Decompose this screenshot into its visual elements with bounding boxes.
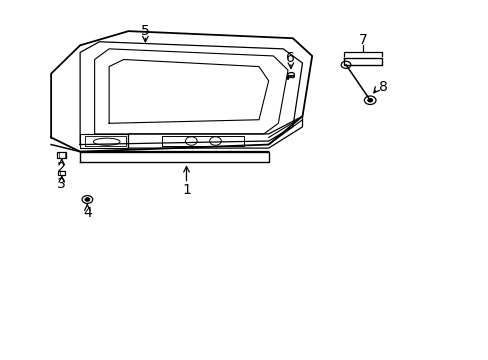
Bar — [58, 171, 65, 175]
Text: 3: 3 — [57, 177, 66, 191]
Text: 5: 5 — [141, 24, 149, 38]
Text: 8: 8 — [379, 80, 387, 94]
Text: 2: 2 — [57, 161, 66, 175]
Text: 6: 6 — [286, 51, 295, 65]
Bar — [57, 152, 66, 158]
Text: 4: 4 — [83, 206, 92, 220]
Text: 7: 7 — [358, 33, 366, 48]
Circle shape — [367, 99, 372, 102]
Circle shape — [85, 198, 90, 201]
Text: 1: 1 — [182, 183, 190, 197]
